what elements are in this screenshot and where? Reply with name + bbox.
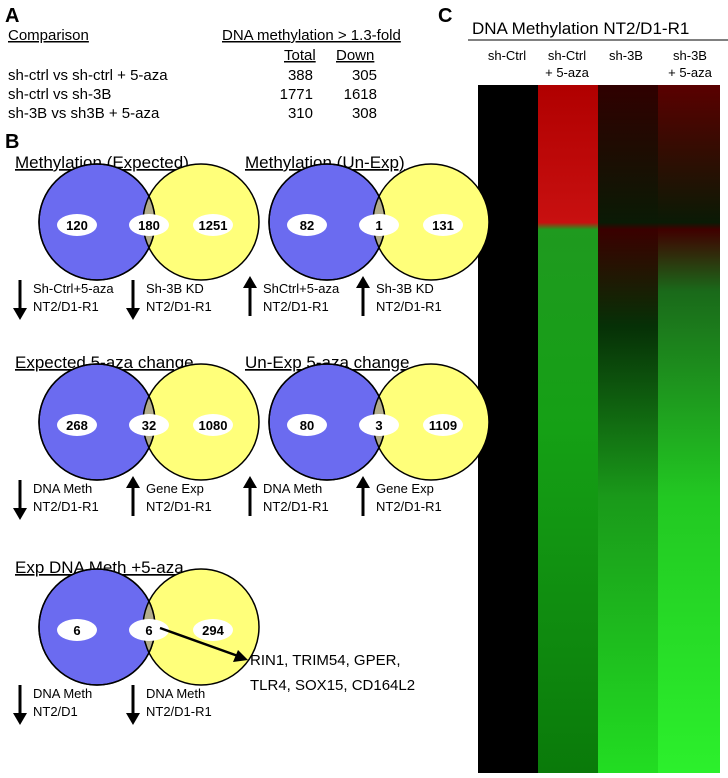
arrow-label: DNA Meth	[263, 481, 322, 496]
arrow-label: NT2/D1-R1	[146, 704, 212, 719]
arrow-head	[126, 476, 140, 488]
column-label: sh-3B	[673, 48, 707, 63]
arrow-head	[13, 308, 27, 320]
venn-title: Methylation (Un-Exp)	[245, 153, 405, 172]
panel-label: C	[438, 5, 452, 27]
arrow-label: NT2/D1-R1	[376, 299, 442, 314]
pointer	[159, 626, 239, 658]
heatmap-title: DNA Methylation NT2/D1-R1	[472, 19, 689, 38]
cell: 305	[352, 67, 377, 84]
arrow-head	[243, 276, 257, 288]
count-oval	[57, 619, 97, 641]
count: 3	[375, 418, 382, 433]
header: Down	[336, 47, 374, 64]
gene-list: RIN1, TRIM54, GPER,	[250, 652, 401, 669]
arrow-label: NT2/D1-R1	[146, 299, 212, 314]
row-label: sh-3B vs sh3B + 5-aza	[8, 105, 160, 122]
arrow-label: Sh-Ctrl+5-aza	[33, 281, 114, 296]
count: 6	[73, 623, 80, 638]
cell: 1618	[344, 86, 377, 103]
count: 1080	[199, 418, 228, 433]
count-oval	[129, 619, 169, 641]
count-oval	[287, 414, 327, 436]
arrow-label: NT2/D1-R1	[263, 299, 329, 314]
count-oval	[423, 214, 463, 236]
header: DNA methylation > 1.3-fold	[222, 27, 401, 44]
arrow-label: NT2/D1-R1	[376, 499, 442, 514]
venn: Un-Exp 5-aza change 80 3 1109 DNA Meth NT2/D1…	[245, 353, 490, 514]
count: 6	[145, 623, 152, 638]
arrow-label: NT2/D1-R1	[33, 499, 99, 514]
column-label: sh-3B	[609, 48, 643, 63]
count-oval	[193, 214, 233, 236]
arrow-head	[126, 308, 140, 320]
count: 268	[66, 418, 88, 433]
count: 32	[142, 418, 156, 433]
venn: Expected 5-aza change 268 32 1080 DNA Meth NT…	[15, 353, 260, 514]
arrow-label: NT2/D1	[33, 704, 78, 719]
panel-label: A	[5, 5, 19, 27]
arrow-label: Sh-3B KD	[146, 281, 204, 296]
count: 80	[300, 418, 314, 433]
venn: Methylation (Un-Exp) 82 1 131 ShCtrl+5-aza NT…	[245, 153, 490, 314]
arrow-label: Gene Exp	[146, 481, 204, 496]
cell: 1771	[280, 86, 313, 103]
pointer-head	[233, 650, 248, 662]
cell: 310	[288, 105, 313, 122]
arrow-head	[13, 508, 27, 520]
count: 1109	[429, 418, 457, 433]
row-label: sh-ctrl vs sh-3B	[8, 86, 111, 103]
count: 1	[375, 218, 382, 233]
count-oval	[57, 414, 97, 436]
venn: Methylation (Expected) 120 180 1251 Sh-Ctrl+…	[15, 153, 260, 314]
arrow-label: Sh-3B KD	[376, 281, 434, 296]
column-label: sh-Ctrl	[548, 48, 586, 63]
arrow-label: NT2/D1-R1	[263, 499, 329, 514]
venn-title: Methylation (Expected)	[15, 153, 189, 172]
count: 294	[202, 623, 224, 638]
venn-title: Expected 5-aza change	[15, 353, 194, 372]
count-oval	[287, 214, 327, 236]
column-label: + 5-aza	[545, 65, 589, 80]
count: 1251	[199, 218, 228, 233]
count-oval	[129, 414, 169, 436]
cell: 388	[288, 67, 313, 84]
panel-label: B	[5, 131, 19, 153]
arrow-label: NT2/D1-R1	[146, 499, 212, 514]
venn-title: Exp DNA Meth +5-aza	[15, 558, 184, 577]
count-oval	[129, 214, 169, 236]
count: 180	[138, 218, 160, 233]
count: 131	[432, 218, 454, 233]
arrow-label: DNA Meth	[33, 686, 92, 701]
column-label: sh-Ctrl	[488, 48, 526, 63]
count-oval	[193, 619, 233, 641]
arrow-head	[356, 276, 370, 288]
arrow-head	[126, 713, 140, 725]
arrow-head	[13, 713, 27, 725]
arrow-head	[356, 476, 370, 488]
arrow-label: DNA Meth	[33, 481, 92, 496]
arrow-label: Gene Exp	[376, 481, 434, 496]
venn: Exp DNA Meth +5-aza 6 6 294 DNA Meth NT2/D1 DN…	[15, 558, 260, 719]
cell: 308	[352, 105, 377, 122]
arrow-label: NT2/D1-R1	[33, 299, 99, 314]
row-label: sh-ctrl vs sh-ctrl + 5-aza	[8, 67, 168, 84]
column-label: + 5-aza	[668, 65, 712, 80]
arrow-label: DNA Meth	[146, 686, 205, 701]
gene-list: TLR4, SOX15, CD164L2	[250, 677, 415, 694]
venn-title: Un-Exp 5-aza change	[245, 353, 409, 372]
arrow-label: ShCtrl+5-aza	[263, 281, 340, 296]
heatmap	[478, 85, 720, 773]
count-oval	[423, 414, 463, 436]
count-oval	[359, 414, 399, 436]
arrow-head	[243, 476, 257, 488]
count-oval	[359, 214, 399, 236]
count: 82	[300, 218, 314, 233]
header: Comparison	[8, 27, 89, 44]
count-oval	[57, 214, 97, 236]
count-oval	[193, 414, 233, 436]
header: Total	[284, 47, 316, 64]
count: 120	[66, 218, 88, 233]
